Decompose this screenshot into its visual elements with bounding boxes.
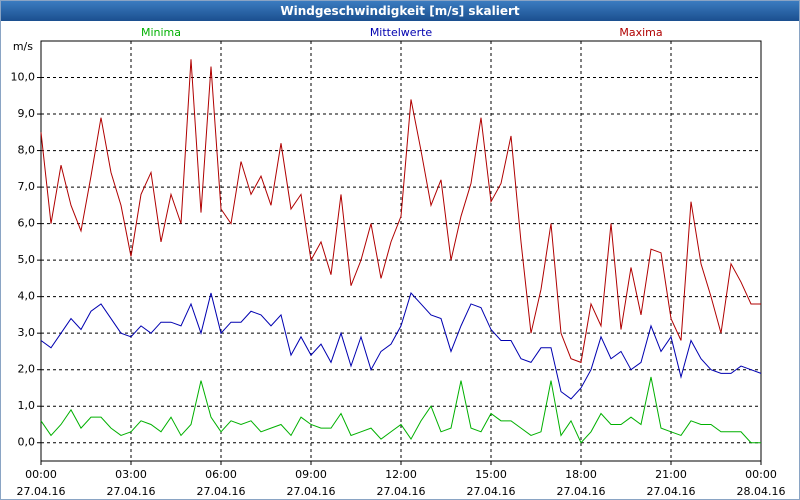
- y-tick-label: 1,0: [18, 399, 36, 412]
- y-tick-label: 9,0: [18, 107, 36, 120]
- y-tick-label: 10,0: [11, 71, 36, 84]
- x-tick-label: 00:00 28.04.16: [737, 468, 786, 498]
- y-tick-label: 2,0: [18, 363, 36, 376]
- legend-label: Mittelwerte: [370, 26, 433, 39]
- y-tick-label: 4,0: [18, 290, 36, 303]
- y-tick-label: 6,0: [18, 217, 36, 230]
- y-tick-label: 8,0: [18, 144, 36, 157]
- chart-title: Windgeschwindigkeit [m/s] skaliert: [1, 1, 799, 21]
- y-tick-label: 3,0: [18, 326, 36, 339]
- x-tick-label: 12:00 27.04.16: [377, 468, 426, 498]
- y-axis-label: m/s: [13, 40, 33, 53]
- y-tick-label: 0,0: [18, 436, 36, 449]
- legend-label: Minima: [141, 26, 181, 39]
- x-tick-label: 06:00 27.04.16: [197, 468, 246, 498]
- x-tick-label: 15:00 27.04.16: [467, 468, 516, 498]
- y-tick-label: 5,0: [18, 253, 36, 266]
- x-tick-label: 03:00 27.04.16: [107, 468, 156, 498]
- series-line: [40, 376, 761, 444]
- x-tick-label: 09:00 27.04.16: [287, 468, 336, 498]
- y-tick-label: 7,0: [18, 180, 36, 193]
- legend-label: Maxima: [619, 26, 662, 39]
- x-tick-label: 18:00 27.04.16: [557, 468, 606, 498]
- x-tick-label: 00:00 27.04.16: [17, 468, 66, 498]
- plot-frame: [40, 40, 762, 462]
- series-line: [40, 292, 762, 400]
- series-line: [40, 59, 761, 364]
- x-tick-label: 21:00 27.04.16: [647, 468, 696, 498]
- chart: 0,0 1,0 2,0 3,0 4,0 5,0 6,0 7,0 8,0 9,0 10,0 00:00 2…: [11, 26, 786, 498]
